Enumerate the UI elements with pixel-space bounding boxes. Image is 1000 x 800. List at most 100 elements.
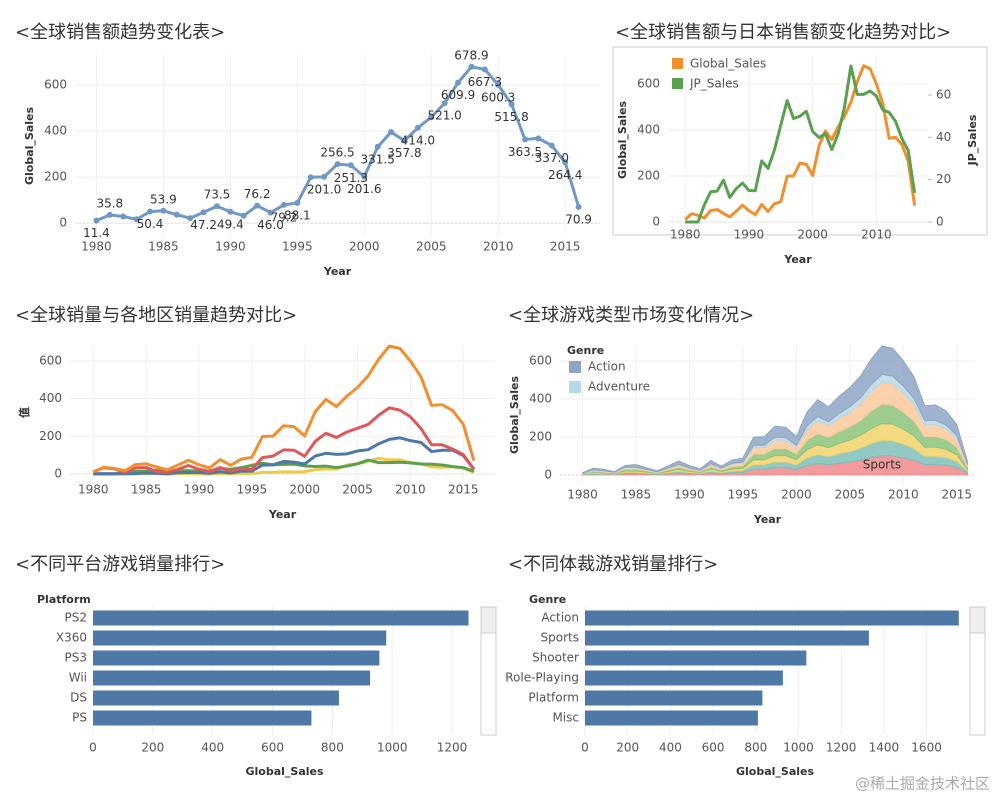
value-label: 79.2 [271,210,298,224]
y2-tick-label: 0 [936,215,944,229]
value-label: 363.5 [508,145,542,159]
value-label: 35.8 [96,196,123,210]
x-tick-label: 1600 [911,741,942,755]
x-tick-label: 1400 [869,741,900,755]
category-label: Action [541,611,579,625]
panel-border [612,46,988,236]
line [684,64,917,221]
x-tick-label: 1200 [437,741,468,755]
marker [347,162,354,169]
x-tick-label: 1980 [567,488,598,502]
chart-title: <全球销量与各地区销量趋势对比> [15,305,297,326]
marker [522,136,528,143]
marker [414,124,421,131]
x-tick-label: 1980 [81,240,112,254]
marker [307,174,314,181]
value-label: 46.0 [257,218,284,232]
legend-swatch [672,58,683,69]
value-label: 521.0 [427,109,461,123]
x-tick-label: 2005 [416,240,447,254]
x-tick-label: 2010 [395,483,426,497]
scrollbar-thumb [969,606,986,634]
line [92,406,476,474]
marker [428,114,435,121]
x-tick-label: 1990 [184,483,215,497]
marker [240,212,247,219]
marker [401,137,408,144]
category-label: PS2 [65,611,88,625]
chart-title: <不同体裁游戏销量排行> [508,554,718,575]
y-axis-title: Global_Sales [508,376,521,455]
marker [294,199,301,206]
value-label: 88.1 [284,208,311,222]
marker [227,208,234,215]
watermark: @稀土掘金技术社区 [855,775,990,793]
scrollbar-thumb [480,606,497,634]
y-tick-label: 200 [529,429,552,443]
value-label: 331.5 [360,152,394,166]
category-label: X360 [56,631,87,645]
chart-title: <不同平台游戏销量排行> [15,554,225,575]
x-tick-label: 1995 [728,488,759,502]
bar [585,630,869,646]
y-tick-label: 600 [637,76,660,90]
legend-swatch [569,361,581,373]
legend-title: Genre [567,344,604,357]
category-label: Wii [69,671,87,685]
area [581,345,969,474]
x-tick-label: 2010 [861,228,892,242]
x-axis-title: Year [268,508,297,521]
value-label: 515.8 [494,110,528,124]
x-tick-label: 2000 [349,240,380,254]
y-tick-label: 0 [59,216,67,230]
category-label: DS [70,691,87,705]
x-tick-label: 1980 [670,228,701,242]
category-label: Role-Playing [505,671,579,685]
value-label: 600.3 [481,90,515,104]
bar [585,670,783,686]
value-label: 11.4 [83,226,110,240]
chart-title: <全球游戏类型市场变化情况> [508,305,754,326]
y-tick-label: 600 [39,354,62,368]
x-tick-label: 2010 [888,488,919,502]
x-tick-label: 800 [321,741,344,755]
value-label: 73.5 [204,188,231,202]
x-tick-label: 1990 [674,488,705,502]
x-tick-label: 600 [702,741,725,755]
category-label: PS [72,711,87,725]
category-label: Sports [541,631,579,645]
x-tick-label: 1200 [826,741,857,755]
marker [495,81,502,88]
x-tick-label: 1985 [131,483,162,497]
value-label: 337.0 [535,151,569,165]
x-tick-label: 1000 [377,741,408,755]
marker [374,143,381,150]
x-tick-label: 400 [659,741,682,755]
marker [254,202,261,209]
marker [468,63,475,70]
value-label: 201.6 [347,182,381,196]
value-label: 201.0 [307,182,341,196]
marker [441,100,448,107]
x-tick-label: 2000 [289,483,320,497]
y2-tick-label: 60 [936,88,951,102]
x-tick-label: 2015 [550,240,581,254]
x-tick-label: 600 [261,741,284,755]
y-tick-label: 600 [529,353,552,367]
value-label: 70.9 [565,212,592,226]
marker [280,201,287,208]
x-tick-label: 1990 [734,228,765,242]
x-tick-label: 2010 [483,240,514,254]
value-label: 47.2 [190,218,217,232]
x-tick-label: 2015 [448,483,479,497]
line [685,64,917,224]
value-label: 76.2 [244,187,271,201]
x-tick-label: 2015 [942,488,973,502]
annotation: Sports [863,458,901,472]
line [93,436,476,476]
legend-label: Global_Sales [690,57,766,71]
marker [455,79,462,86]
value-label: 50.4 [137,217,164,231]
x-tick-label: 2005 [342,483,373,497]
